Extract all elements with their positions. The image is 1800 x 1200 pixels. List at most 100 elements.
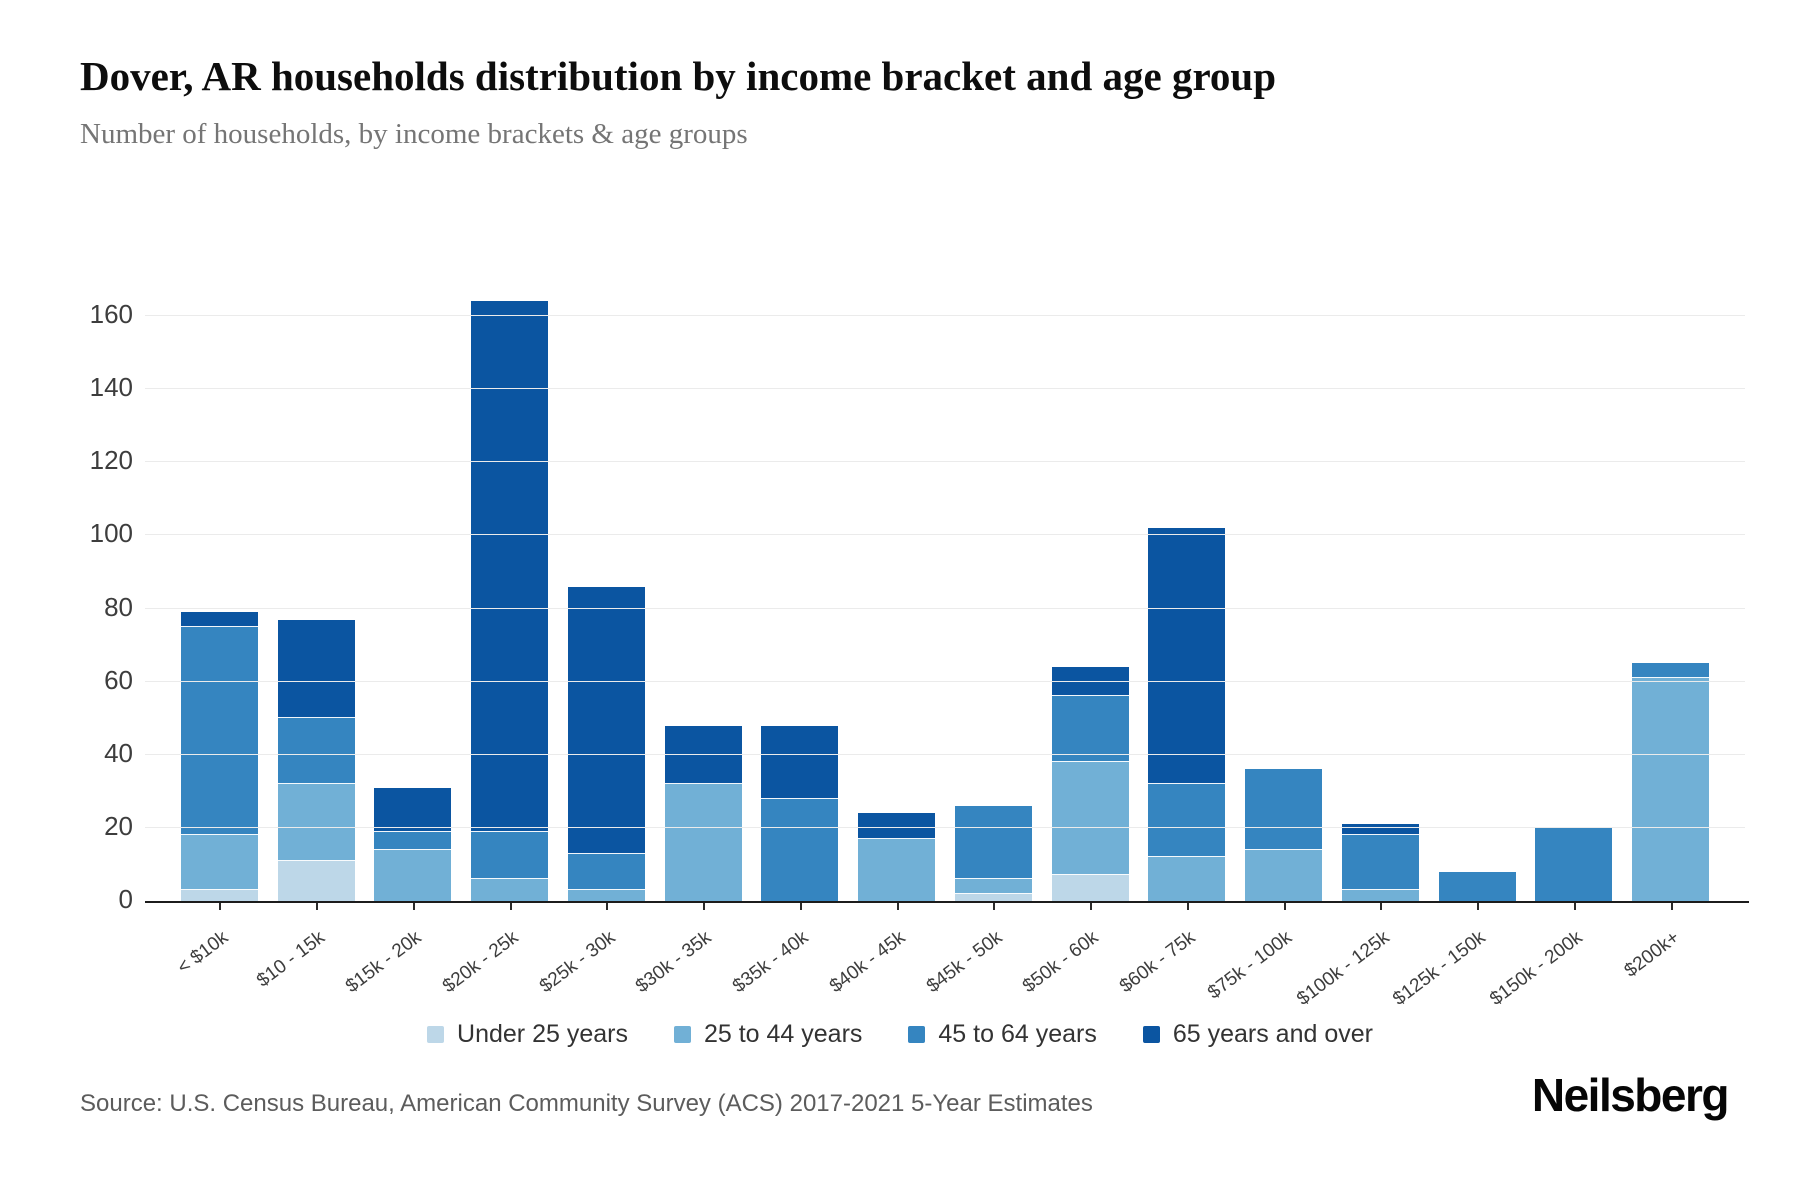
x-axis-tick xyxy=(1477,903,1480,910)
bar-segment[interactable] xyxy=(1051,696,1129,763)
bar-segment[interactable] xyxy=(180,626,258,836)
gridline xyxy=(145,534,1745,536)
bar-segment[interactable] xyxy=(471,879,549,901)
legend-item[interactable]: Under 25 years xyxy=(427,1020,628,1049)
x-axis-label: $20k - 25k xyxy=(438,927,523,998)
legend-item[interactable]: 65 years and over xyxy=(1142,1020,1373,1049)
bar-segment[interactable] xyxy=(1148,528,1226,785)
bar-segment[interactable] xyxy=(761,798,839,901)
legend-swatch xyxy=(908,1026,926,1043)
bar[interactable] xyxy=(664,725,742,901)
bar-slot xyxy=(1622,255,1719,910)
bar[interactable] xyxy=(471,301,549,901)
bar[interactable] xyxy=(1148,528,1226,901)
x-axis-tick xyxy=(412,903,415,910)
bar-segment[interactable] xyxy=(1341,824,1419,836)
bar-segment[interactable] xyxy=(277,860,355,901)
x-axis-tick xyxy=(1573,903,1576,910)
bar[interactable] xyxy=(858,813,936,901)
bar-segment[interactable] xyxy=(180,612,258,627)
bar-segment[interactable] xyxy=(1245,769,1323,850)
bar-segment[interactable] xyxy=(567,890,645,901)
x-axis-label: $75k - 100k xyxy=(1204,927,1297,1004)
legend-swatch xyxy=(673,1026,691,1043)
bar-segment[interactable] xyxy=(761,725,839,799)
x-axis-label: $100k - 125k xyxy=(1292,927,1394,1010)
x-axis-label: $25k - 30k xyxy=(535,927,620,998)
bar[interactable] xyxy=(277,619,355,901)
bar-segment[interactable] xyxy=(277,619,355,719)
bar-slot xyxy=(1429,255,1526,910)
legend-item[interactable]: 25 to 44 years xyxy=(673,1020,862,1049)
bar-segment[interactable] xyxy=(1148,857,1226,901)
bar-segment[interactable] xyxy=(954,879,1032,894)
bar-slot xyxy=(365,255,462,910)
gridline xyxy=(145,607,1745,609)
y-axis-tick-label: 140 xyxy=(89,372,133,403)
bar-segment[interactable] xyxy=(1341,835,1419,891)
bar-slot xyxy=(171,255,268,910)
bar-segment[interactable] xyxy=(664,784,742,901)
gridline xyxy=(145,826,1745,828)
bar-segment[interactable] xyxy=(1051,875,1129,901)
x-axis-tick xyxy=(799,903,802,910)
gridline xyxy=(145,753,1745,755)
x-axis-tick xyxy=(1186,903,1189,910)
bar-segment[interactable] xyxy=(567,586,645,854)
bar-segment[interactable] xyxy=(1535,827,1613,901)
bar-slot xyxy=(1235,255,1332,910)
bar-segment[interactable] xyxy=(277,784,355,861)
bar-segment[interactable] xyxy=(1245,849,1323,901)
legend-item-label: 65 years and over xyxy=(1172,1020,1373,1048)
bar-slot xyxy=(268,255,365,910)
bar[interactable] xyxy=(567,586,645,901)
y-axis-tick-label: 20 xyxy=(104,810,133,841)
bar[interactable] xyxy=(1245,769,1323,901)
bar-segment[interactable] xyxy=(954,805,1032,880)
bar[interactable] xyxy=(180,612,258,901)
bar-segment[interactable] xyxy=(374,849,452,901)
x-axis-tick xyxy=(703,903,706,910)
bar-segment[interactable] xyxy=(1051,667,1129,697)
bar[interactable] xyxy=(374,787,452,901)
bar[interactable] xyxy=(954,805,1032,901)
bar-segment[interactable] xyxy=(180,835,258,891)
bar-segment[interactable] xyxy=(471,831,549,880)
bar-slot xyxy=(752,255,849,910)
neilsberg-logo[interactable]: Neilsberg xyxy=(1531,1069,1730,1121)
bar-segment[interactable] xyxy=(1148,784,1226,858)
bar-segment[interactable] xyxy=(180,890,258,901)
bar-segment[interactable] xyxy=(374,831,452,850)
x-axis-tick xyxy=(1380,903,1383,910)
bar[interactable] xyxy=(1632,663,1710,901)
bar[interactable] xyxy=(1438,871,1516,901)
bar-segment[interactable] xyxy=(954,893,1032,901)
legend-item[interactable]: 45 to 64 years xyxy=(908,1020,1097,1049)
bar-segment[interactable] xyxy=(1438,871,1516,901)
bar[interactable] xyxy=(761,725,839,901)
bar-segment[interactable] xyxy=(1341,890,1419,901)
bar-segment[interactable] xyxy=(277,718,355,785)
legend-item-label: 45 to 64 years xyxy=(938,1020,1097,1048)
x-axis-label: $200k+ xyxy=(1620,927,1684,982)
bar-segment[interactable] xyxy=(1632,663,1710,678)
legend: Under 25 years 25 to 44 years 45 to 64 yea… xyxy=(80,1020,1720,1049)
bar-slot xyxy=(1332,255,1429,910)
bar-slot xyxy=(848,255,945,910)
bar-segment[interactable] xyxy=(858,838,936,901)
bar[interactable] xyxy=(1051,667,1129,901)
legend-swatch xyxy=(427,1026,445,1043)
x-axis-label: $15k - 20k xyxy=(342,927,426,998)
x-axis-label: $45k - 50k xyxy=(922,927,1007,998)
bar-segment[interactable] xyxy=(471,301,549,832)
bar-segment[interactable] xyxy=(858,813,936,839)
bar[interactable] xyxy=(1535,827,1613,901)
bar-segment[interactable] xyxy=(1051,762,1129,876)
bar-segment[interactable] xyxy=(664,725,742,785)
x-axis-label: $30k - 35k xyxy=(632,927,716,998)
x-axis-label: $40k - 45k xyxy=(825,927,910,998)
bar-segment[interactable] xyxy=(1632,677,1710,901)
bar[interactable] xyxy=(1341,824,1419,901)
bar-segment[interactable] xyxy=(374,787,452,832)
bar-segment[interactable] xyxy=(567,853,645,891)
